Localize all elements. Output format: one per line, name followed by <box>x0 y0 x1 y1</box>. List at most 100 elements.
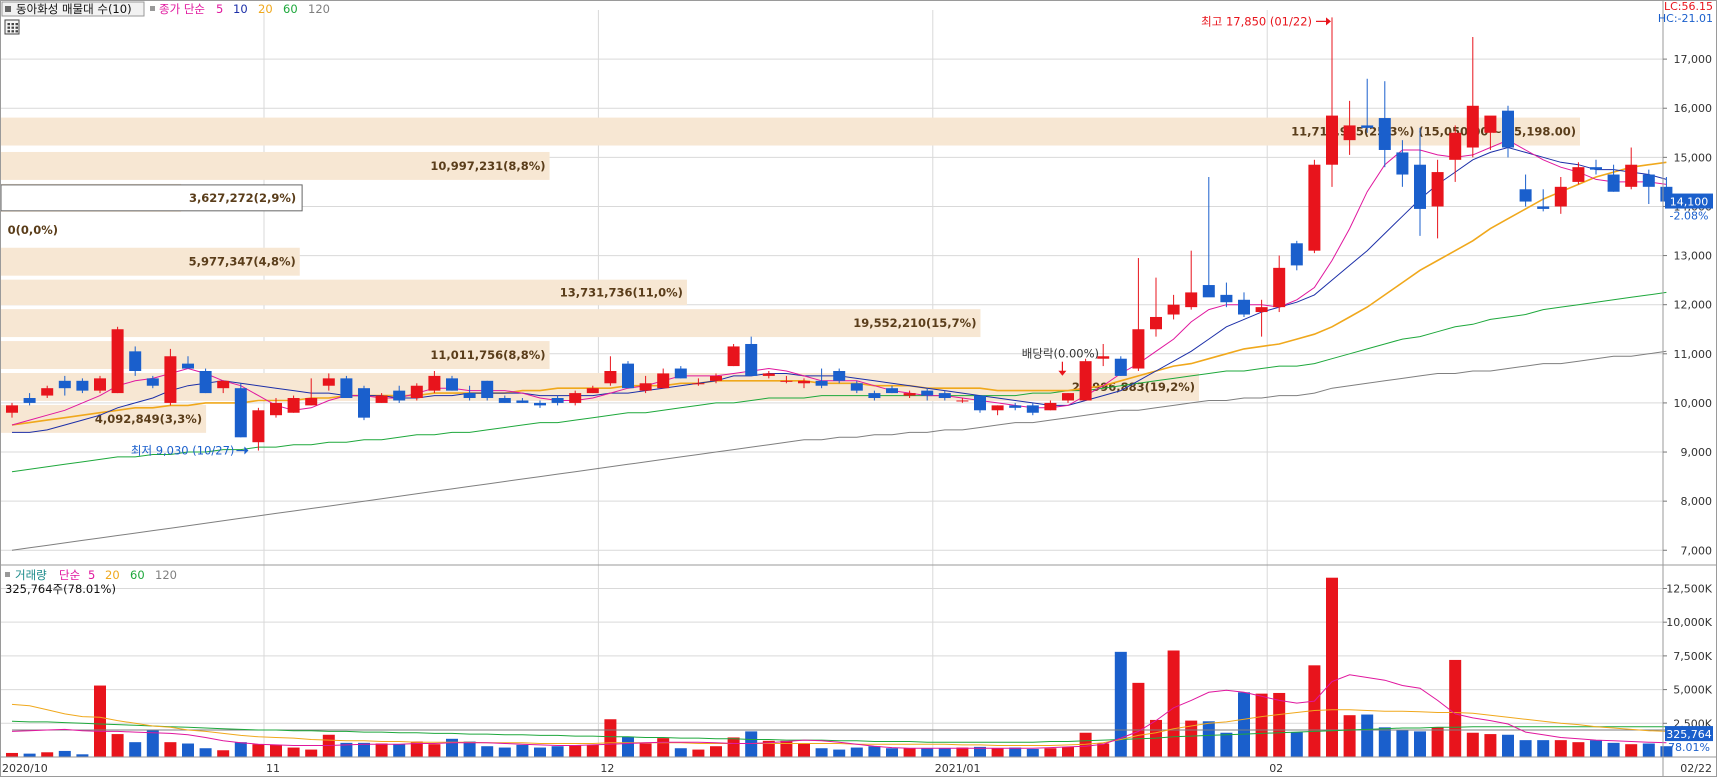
candle-up <box>1326 115 1338 165</box>
volume-tick-label: 10,000K <box>1666 616 1712 629</box>
low-arrowhead <box>244 446 249 455</box>
volume-bar <box>586 744 599 757</box>
volume-bar <box>410 741 423 757</box>
current-volume-value: 325,764 <box>1666 728 1712 741</box>
volume-bar <box>745 731 758 757</box>
candle-down <box>1607 174 1620 192</box>
legend-period-20: 20 <box>258 2 273 16</box>
candle-up <box>375 395 388 403</box>
volume-bar <box>217 750 230 757</box>
candle-down <box>182 363 194 369</box>
candle-down <box>833 370 846 381</box>
lc-label: LC:56.15 <box>1664 0 1713 13</box>
candle-down <box>1202 285 1215 298</box>
candle-down <box>1361 125 1374 128</box>
volume-bar <box>1625 744 1638 757</box>
volume-bar <box>428 744 441 757</box>
candle-up <box>1273 267 1286 308</box>
volume-profile: 11,718,915(25,3%) (15,050.00 ~ 15,198.00… <box>0 117 1580 433</box>
calculator-icon-key <box>7 30 10 33</box>
candle-up <box>1466 105 1479 148</box>
candle-down <box>974 395 986 411</box>
legend-volume-current: 325,764주(78.01%) <box>5 582 116 596</box>
volume-tick-label: 12,500K <box>1666 582 1712 595</box>
volume-bar <box>1414 731 1426 757</box>
volume-bar <box>252 744 265 757</box>
price-tick-label: 10,000 <box>1674 397 1713 410</box>
candle-down <box>815 380 828 386</box>
current-volume-pct: 78.01% <box>1668 741 1710 754</box>
legend-ma-marker <box>150 6 155 11</box>
candle-up <box>762 373 775 376</box>
volume-bar <box>692 749 705 757</box>
price-tick-label: 7,000 <box>1681 544 1713 557</box>
legends: 동아화성 매물대 수(10) 종가 단순 5 10 20 60 120 거래량 단순 5 20 60 1… <box>1 1 330 596</box>
current-price-badge <box>1665 193 1713 209</box>
volume-bar <box>833 749 846 757</box>
candle-up <box>1044 402 1057 411</box>
legend-volume-marker <box>5 572 10 577</box>
volume-bar <box>1590 740 1602 757</box>
candle-up <box>1185 292 1198 308</box>
candle-up <box>287 398 300 413</box>
volume-bar <box>1308 665 1321 757</box>
volume-bar <box>1167 650 1180 757</box>
legend-price-title: 동아화성 매물대 수(10) <box>16 2 132 16</box>
volume-bar <box>1238 692 1250 757</box>
vol-ma60-line <box>11 720 1667 743</box>
volume-bar <box>463 741 476 757</box>
candle-up <box>270 402 282 416</box>
volume-bar <box>6 752 18 757</box>
vol-ma20-line <box>11 703 1667 746</box>
volume-bar <box>1396 730 1409 757</box>
high-annotation: 최고 17,850 (01/22) <box>1201 14 1312 28</box>
candle-up <box>94 378 106 391</box>
candle-down <box>393 390 406 401</box>
legend-volume-period-120: 120 <box>155 568 177 582</box>
candle-down <box>498 398 511 403</box>
volume-bar <box>358 742 370 757</box>
volume-bar <box>1097 743 1110 757</box>
candle-down <box>1009 405 1022 408</box>
candle-up <box>586 388 599 394</box>
candle-up <box>1079 361 1092 401</box>
volume-bar <box>1132 682 1145 757</box>
price-tick-label: 13,000 <box>1674 250 1713 263</box>
candle-up <box>798 380 810 384</box>
volume-bar <box>199 748 212 757</box>
candle-up <box>1255 307 1268 313</box>
candle-up <box>639 383 652 391</box>
volume-bar <box>58 750 71 757</box>
volume-bar <box>921 748 934 757</box>
candle-up <box>1484 115 1497 133</box>
volume-profile-label: 4,092,849(3,3%) <box>95 412 202 426</box>
candle-down <box>850 383 863 391</box>
candle-down <box>1414 164 1426 209</box>
legend-period-10: 10 <box>233 2 248 16</box>
candle-up <box>1150 316 1162 330</box>
candle-up <box>1132 329 1145 369</box>
candle-down <box>938 393 951 399</box>
price-tick-label: 9,000 <box>1681 446 1713 459</box>
volume-bar <box>1484 734 1497 757</box>
volume-bar <box>938 748 951 757</box>
volume-bar <box>798 743 810 757</box>
volume-bar <box>516 744 529 757</box>
volume-bar <box>41 752 54 757</box>
current-price-value: 14,100 <box>1670 196 1709 209</box>
candle-up <box>780 380 793 382</box>
price-tick-label: 11,000 <box>1674 348 1713 361</box>
volume-bar <box>956 747 969 757</box>
hc-label: HC:-21.01 <box>1658 12 1713 25</box>
candle-up <box>164 356 177 403</box>
volume-bar <box>1290 732 1303 757</box>
candle-down <box>199 370 212 394</box>
volume-bar <box>234 742 247 757</box>
candle-up <box>217 380 230 389</box>
volume-bar <box>1607 742 1620 757</box>
calculator-icon-key <box>11 30 14 33</box>
volume-bar <box>903 748 916 757</box>
volume-bar <box>146 730 159 757</box>
